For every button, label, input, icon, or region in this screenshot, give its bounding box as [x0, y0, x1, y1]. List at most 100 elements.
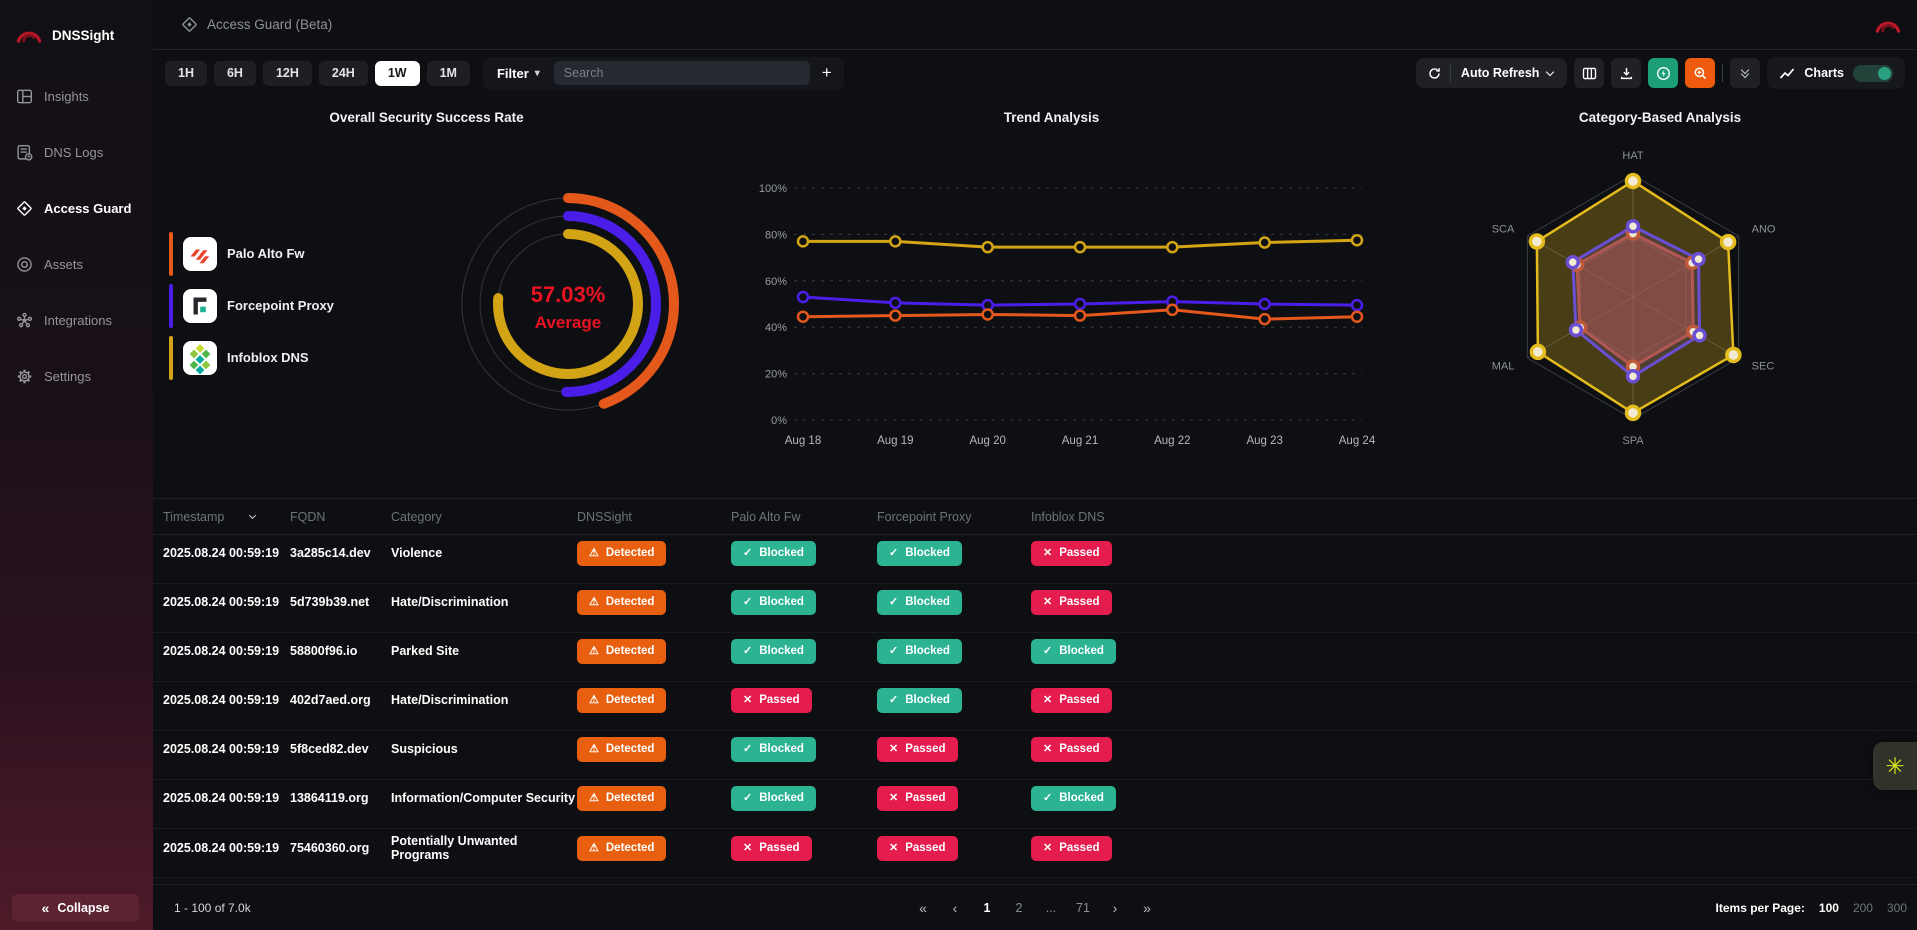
status-badge-blocked[interactable]: ✓Blocked	[731, 639, 816, 664]
sidebar-item-assets[interactable]: Assets	[0, 236, 153, 292]
status-badge-detected[interactable]: ⚠Detected	[577, 541, 666, 566]
zoom-plus-icon	[1693, 66, 1708, 81]
sidebar-item-access-guard[interactable]: Access Guard	[0, 180, 153, 236]
status-label: Passed	[1059, 547, 1099, 559]
cell-status: ✓Blocked	[1031, 639, 1917, 664]
cell-category: Potentially Unwanted Programs	[391, 834, 577, 862]
status-label: Detected	[606, 645, 655, 657]
status-badge-passed[interactable]: ✕Passed	[731, 836, 812, 861]
cell-status: ✓Blocked	[731, 786, 877, 811]
col-header-label: Timestamp	[163, 510, 224, 524]
sidebar-item-integrations[interactable]: Integrations	[0, 292, 153, 348]
status-badge-blocked[interactable]: ✓Blocked	[877, 541, 962, 566]
status-badge-blocked[interactable]: ✓Blocked	[877, 639, 962, 664]
status-label: Blocked	[759, 743, 804, 755]
starburst-fab-button[interactable]: ✳	[1873, 742, 1917, 790]
time-range-6h[interactable]: 6H	[214, 61, 256, 86]
collapse-panels-button[interactable]	[1730, 58, 1760, 88]
col-header-timestamp[interactable]: Timestamp	[163, 510, 290, 524]
status-badge-passed[interactable]: ✕Passed	[1031, 590, 1112, 615]
download-button[interactable]	[1611, 58, 1641, 88]
charts-toggle[interactable]	[1853, 65, 1893, 82]
status-badge-passed[interactable]: ✕Passed	[877, 737, 958, 762]
status-badge-blocked[interactable]: ✓Blocked	[731, 541, 816, 566]
table-row[interactable]: 2025.08.24 00:59:1913864119.orgInformati…	[153, 780, 1917, 829]
sidebar-item-insights[interactable]: Insights	[0, 68, 153, 124]
last-page-button[interactable]: »	[1136, 896, 1158, 920]
table-row[interactable]: 2025.08.24 00:59:195f8ced82.devSuspiciou…	[153, 731, 1917, 780]
zoom-search-button[interactable]	[1685, 58, 1715, 88]
time-range-24h[interactable]: 24H	[319, 61, 368, 86]
first-page-button[interactable]: «	[912, 896, 934, 920]
items-per-page-options: 100 200 300	[1819, 901, 1907, 915]
table-row[interactable]: 2025.08.24 00:59:19402d7aed.orgHate/Disc…	[153, 682, 1917, 731]
sort-chevron-icon[interactable]	[249, 511, 256, 518]
status-badge-detected[interactable]: ⚠Detected	[577, 639, 666, 664]
search-input[interactable]	[554, 61, 810, 85]
items-per-page-300[interactable]: 300	[1887, 901, 1907, 915]
status-badge-blocked[interactable]: ✓Blocked	[1031, 639, 1116, 664]
time-range-1w[interactable]: 1W	[375, 61, 420, 86]
items-per-page-100[interactable]: 100	[1819, 901, 1839, 915]
status-badge-detected[interactable]: ⚠Detected	[577, 737, 666, 762]
status-label: Blocked	[759, 645, 804, 657]
table-row[interactable]: 2025.08.24 00:59:1958800f96.ioParked Sit…	[153, 633, 1917, 682]
detected-icon: ⚠	[589, 695, 599, 706]
page-button-2[interactable]: 2	[1008, 896, 1030, 920]
status-badge-blocked[interactable]: ✓Blocked	[731, 786, 816, 811]
legend-item-forcepoint-proxy[interactable]: Forcepoint Proxy	[169, 282, 334, 329]
cell-status: ⚠Detected	[577, 541, 731, 566]
time-range-1h[interactable]: 1H	[165, 61, 207, 86]
status-badge-passed[interactable]: ✕Passed	[731, 688, 812, 713]
status-badge-detected[interactable]: ⚠Detected	[577, 836, 666, 861]
add-filter-button[interactable]: +	[818, 63, 836, 83]
status-badge-passed[interactable]: ✕Passed	[1031, 688, 1112, 713]
table-row[interactable]: 2025.08.24 00:59:1975460360.orgPotential…	[153, 829, 1917, 878]
page-button-1[interactable]: 1	[976, 896, 998, 920]
auto-refresh-dropdown[interactable]: Auto Refresh	[1451, 66, 1563, 80]
status-badge-blocked[interactable]: ✓Blocked	[731, 737, 816, 762]
table-row[interactable]: 2025.08.24 00:59:195d739b39.netHate/Disc…	[153, 584, 1917, 633]
legend-item-infoblox-dns[interactable]: Infoblox DNS	[169, 334, 334, 381]
status-badge-detected[interactable]: ⚠Detected	[577, 590, 666, 615]
status-badge-detected[interactable]: ⚠Detected	[577, 688, 666, 713]
status-badge-blocked[interactable]: ✓Blocked	[877, 688, 962, 713]
col-header-forcepoint-proxy: Forcepoint Proxy	[877, 510, 1031, 524]
page-button-71[interactable]: 71	[1072, 896, 1094, 920]
col-header-label: Infoblox DNS	[1031, 510, 1105, 524]
legend-item-palo-alto-fw[interactable]: Palo Alto Fw	[169, 230, 334, 277]
energy-button[interactable]	[1648, 58, 1678, 88]
time-range-1m[interactable]: 1M	[427, 61, 470, 86]
next-page-button[interactable]: ›	[1104, 896, 1126, 920]
cell-status: ✓Blocked	[731, 590, 877, 615]
status-badge-passed[interactable]: ✕Passed	[877, 786, 958, 811]
status-badge-passed[interactable]: ✕Passed	[1031, 836, 1112, 861]
table-row[interactable]: 2025.08.24 00:59:193a285c14.devViolence⚠…	[153, 535, 1917, 584]
infoblox-logo	[183, 341, 217, 375]
cell-category: Violence	[391, 546, 577, 560]
legend-label: Forcepoint Proxy	[227, 298, 334, 313]
sidebar-item-dns-logs[interactable]: DNS Logs	[0, 124, 153, 180]
items-per-page-200[interactable]: 200	[1853, 901, 1873, 915]
prev-page-button[interactable]: ‹	[944, 896, 966, 920]
status-label: Blocked	[905, 547, 950, 559]
collapse-button[interactable]: « Collapse	[12, 894, 139, 922]
status-badge-blocked[interactable]: ✓Blocked	[1031, 786, 1116, 811]
status-badge-detected[interactable]: ⚠Detected	[577, 786, 666, 811]
status-badge-passed[interactable]: ✕Passed	[1031, 541, 1112, 566]
columns-button[interactable]	[1574, 58, 1604, 88]
sidebar-item-settings[interactable]: Settings	[0, 348, 153, 404]
col-header-fqdn: FQDN	[290, 510, 391, 524]
status-badge-blocked[interactable]: ✓Blocked	[731, 590, 816, 615]
refresh-button[interactable]	[1420, 58, 1450, 88]
time-range-12h[interactable]: 12H	[263, 61, 312, 86]
brand-logo[interactable]: DNSSight	[0, 0, 153, 54]
status-badge-passed[interactable]: ✕Passed	[1031, 737, 1112, 762]
svg-text:100%: 100%	[759, 183, 787, 195]
status-badge-passed[interactable]: ✕Passed	[877, 836, 958, 861]
cell-status: ✓Blocked	[877, 590, 1031, 615]
status-badge-blocked[interactable]: ✓Blocked	[877, 590, 962, 615]
assets-icon	[16, 256, 33, 273]
filter-button[interactable]: Filter ▾	[491, 65, 546, 82]
status-label: Passed	[1059, 694, 1099, 706]
